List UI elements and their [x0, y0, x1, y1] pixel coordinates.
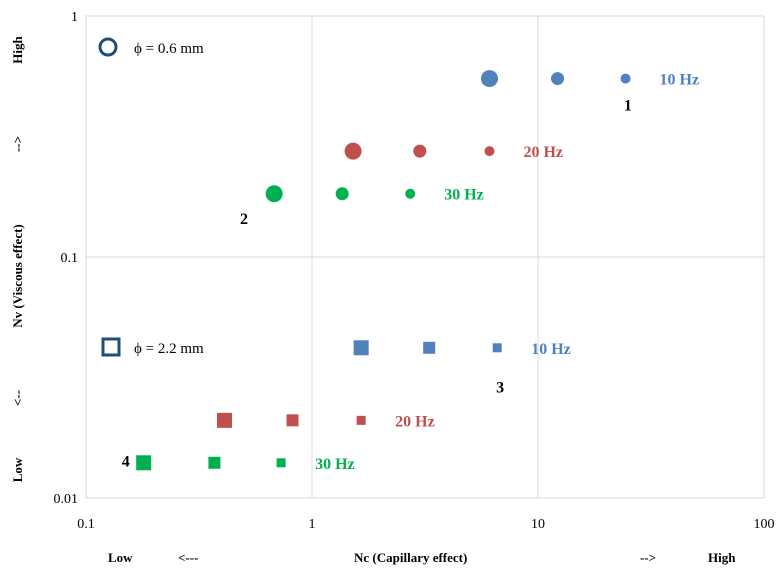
- y-tick-label: 0.1: [61, 251, 79, 266]
- x-label-low: Low: [108, 550, 133, 565]
- data-point: [484, 146, 495, 157]
- data-point: [620, 73, 631, 84]
- data-point: [356, 415, 366, 425]
- data-point: [216, 412, 232, 428]
- x-tick-label: 0.1: [77, 517, 95, 532]
- annotation-label: 3: [496, 380, 504, 397]
- series-label: 20 Hz: [395, 413, 435, 430]
- data-point: [286, 414, 299, 427]
- series-label: 20 Hz: [523, 144, 563, 161]
- data-point: [335, 187, 349, 201]
- legend-circle-marker: [98, 37, 118, 57]
- data-point: [208, 456, 221, 469]
- data-point: [353, 340, 369, 356]
- legend-square-marker: [101, 337, 121, 357]
- x-label-low-arrow: <---: [178, 550, 198, 565]
- data-point: [344, 142, 362, 160]
- series-label: 10 Hz: [531, 341, 571, 358]
- x-axis-title: Nc (Capillary effect): [354, 550, 467, 565]
- y-label-high-arrow: -->: [10, 136, 25, 152]
- legend-label-2: ϕ = 2.2 mm: [134, 341, 204, 357]
- data-point: [480, 70, 498, 88]
- data-point: [551, 72, 565, 86]
- data-point: [405, 188, 416, 199]
- y-label-low-arrow: <--: [10, 390, 25, 406]
- data-point: [492, 343, 502, 353]
- legend-label-1: ϕ = 0.6 mm: [134, 41, 204, 57]
- y-tick-label: 1: [71, 10, 78, 25]
- data-point: [136, 455, 152, 471]
- x-axis-label: Low <--- Nc (Capillary effect) --> High: [108, 550, 736, 565]
- series-labels: 10 Hz 20 Hz 30 Hz 10 Hz 20 Hz 30 Hz: [315, 72, 699, 473]
- x-tick-label: 10: [531, 517, 545, 532]
- series-label: 30 Hz: [315, 456, 355, 473]
- y-axis-title: Nv (Viscous effect): [10, 224, 25, 327]
- data-points: [136, 70, 631, 471]
- x-label-high: High: [708, 550, 736, 565]
- data-point: [423, 341, 436, 354]
- annotation-label: 4: [122, 454, 130, 471]
- x-tick-label: 100: [754, 517, 775, 532]
- annotation-label: 2: [240, 211, 248, 228]
- tick-labels: 0.1 1 10 100 0.01 0.1 1: [54, 10, 775, 532]
- series-label: 30 Hz: [444, 187, 484, 204]
- x-label-high-arrow: -->: [640, 550, 656, 565]
- annotation-label: 1: [624, 97, 632, 114]
- annotations: 1 2 3 4: [122, 97, 632, 470]
- legend: ϕ = 0.6 mm ϕ = 2.2 mm: [98, 37, 204, 357]
- x-tick-label: 1: [309, 517, 316, 532]
- grid-lines: [86, 16, 764, 498]
- y-label-high: High: [10, 36, 25, 64]
- y-label-low: Low: [10, 457, 25, 482]
- data-point: [413, 144, 427, 158]
- y-axis-label: High --> Nv (Viscous effect) <-- Low: [10, 36, 25, 483]
- y-tick-label: 0.01: [54, 492, 79, 507]
- series-label: 10 Hz: [660, 72, 700, 89]
- data-point: [265, 185, 283, 203]
- data-point: [276, 458, 286, 468]
